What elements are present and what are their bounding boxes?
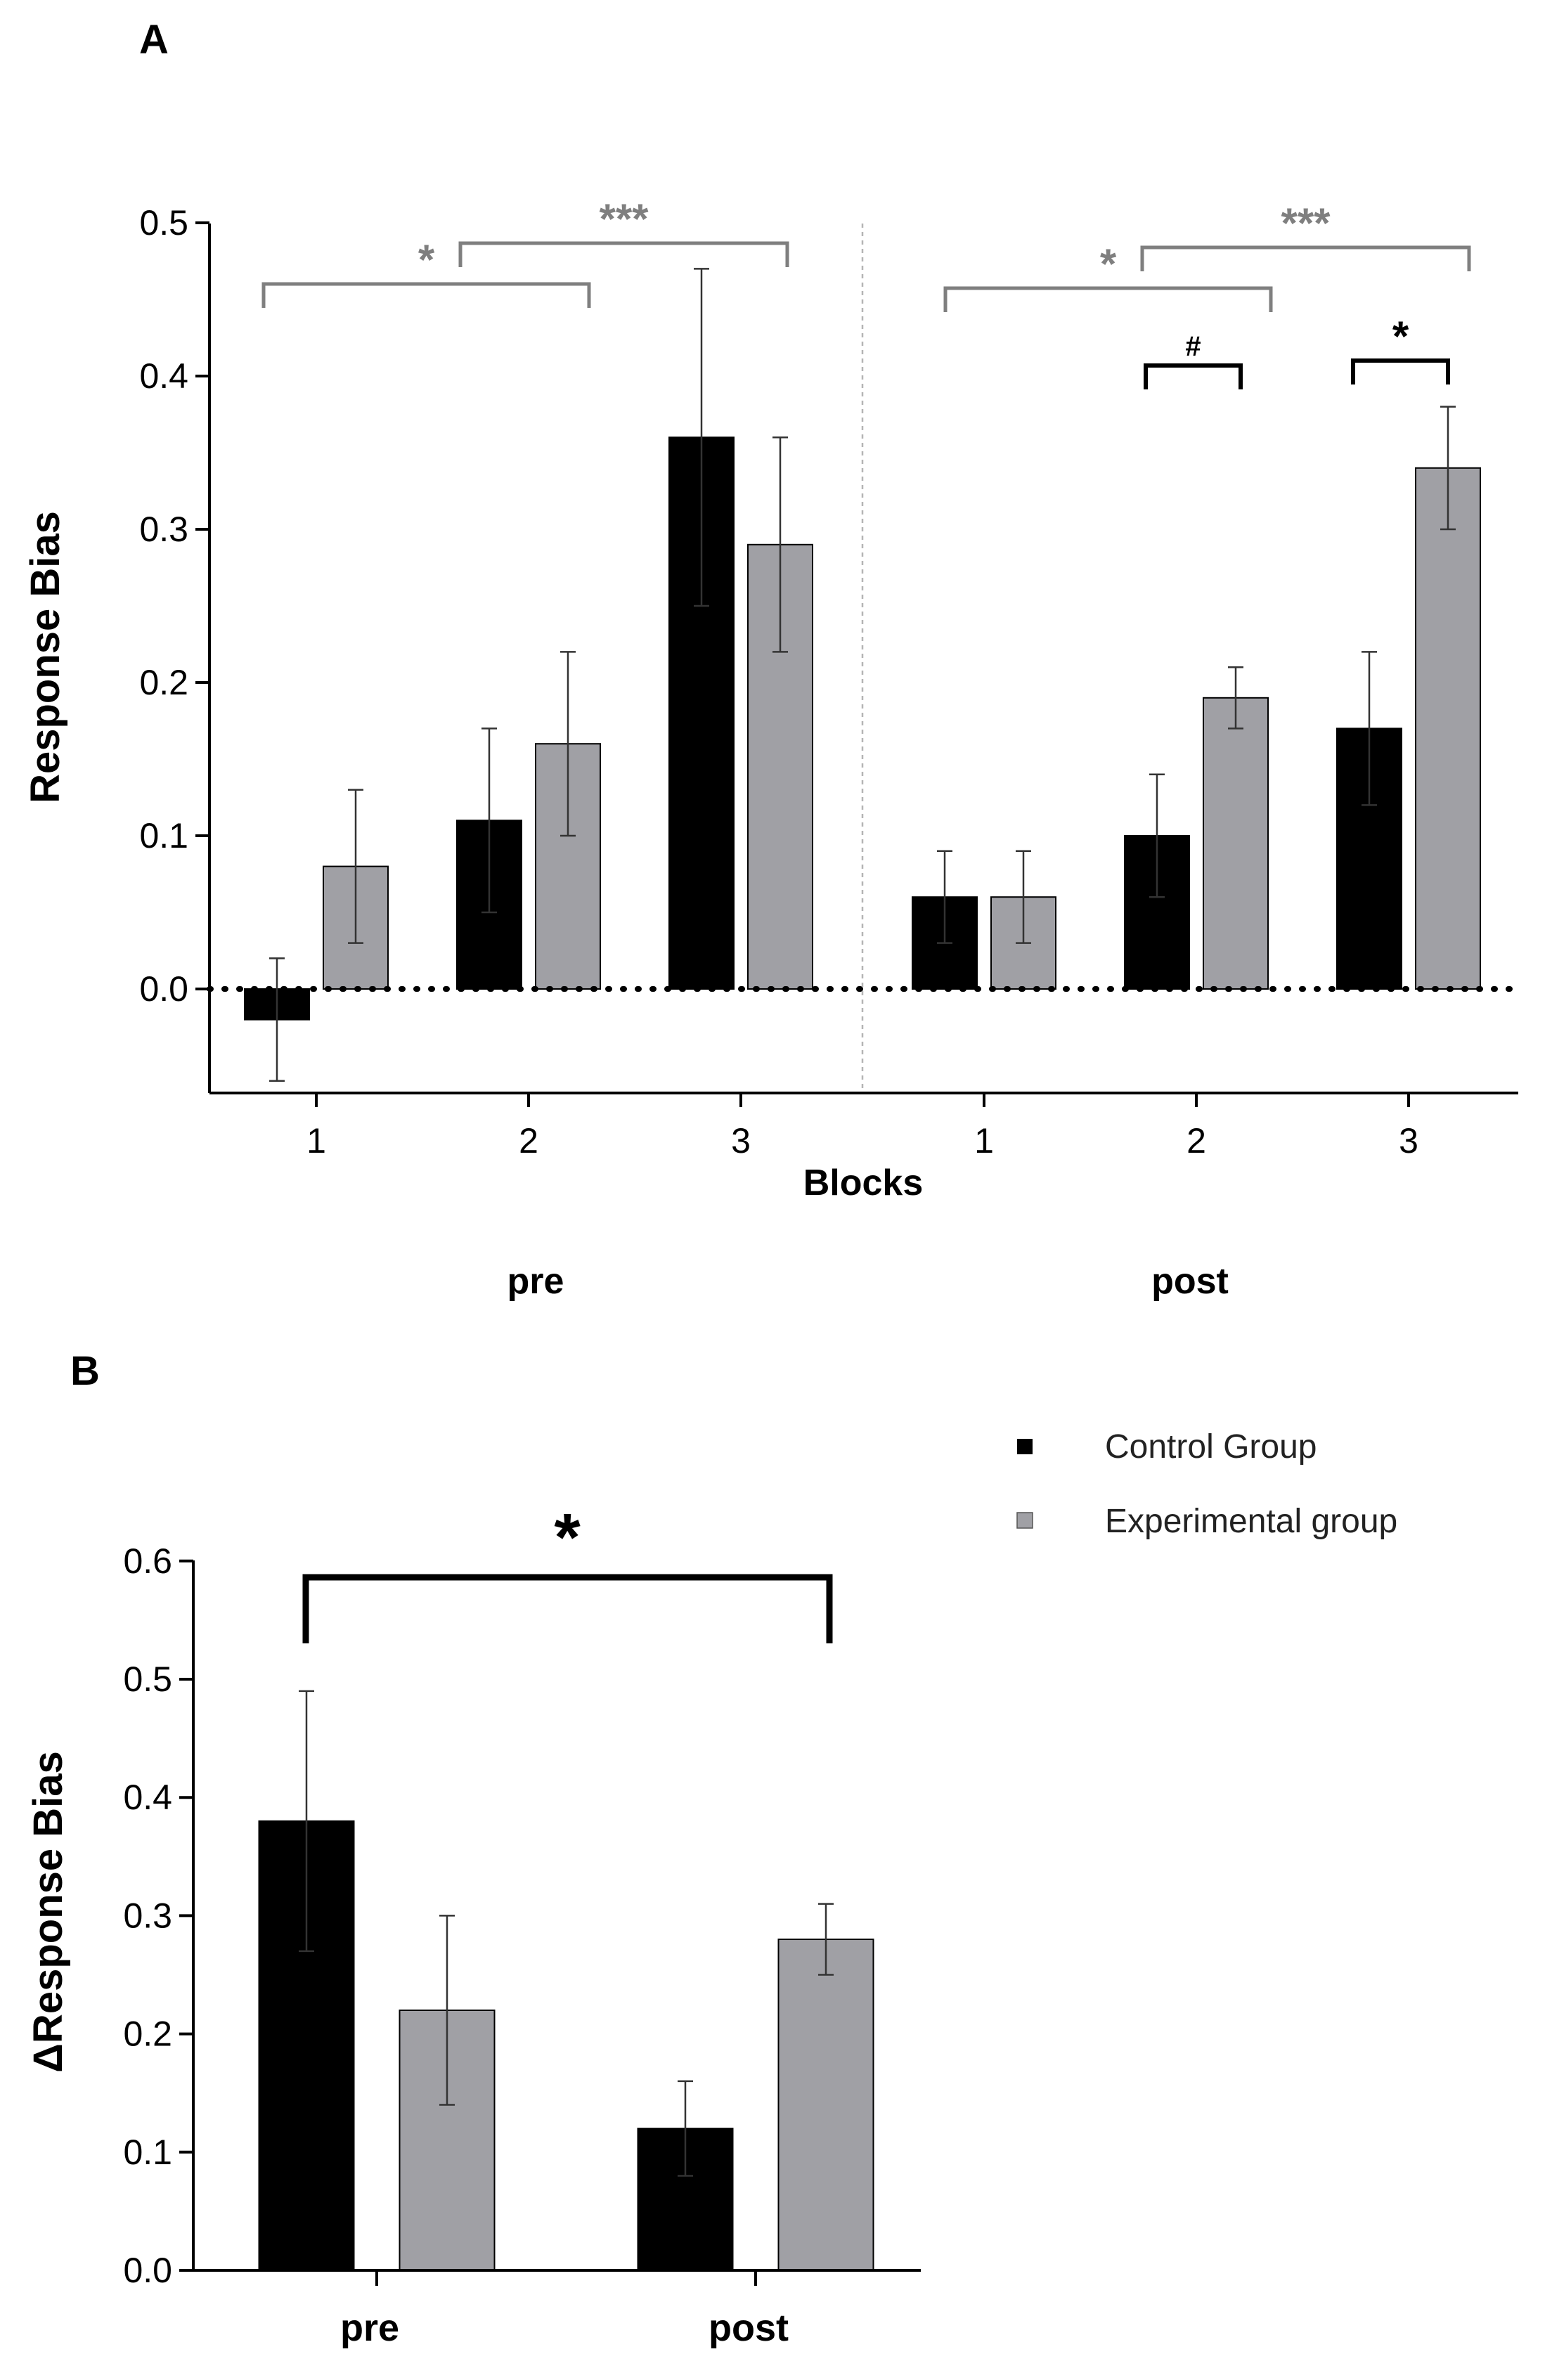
panel-a-y-ticks: 0.0 0.1 0.2 0.3 0.4 0.5 (139, 203, 209, 1009)
bar-experimental-post-3 (1415, 467, 1481, 990)
y-tick-label-0.5: 0.5 (123, 1660, 172, 1699)
annotation-post-2-groups-label: # (1185, 331, 1201, 362)
panel-b-y-label: ΔResponse Bias (25, 1751, 71, 2073)
annotation-post-3-groups-label: * (1392, 313, 1409, 360)
bar-experimental-post-2 (1203, 697, 1269, 990)
legend-label-experimental: Experimental group (1105, 1503, 1397, 1540)
x-tick-label-post-3: 3 (1399, 1121, 1418, 1160)
y-tick-label-0.5: 0.5 (139, 203, 188, 242)
panel-b-bars (258, 1820, 874, 2272)
annotation-pre-post-label: * (554, 1500, 581, 1575)
legend: Control Group Experimental group (1016, 1428, 1397, 1540)
annotation-pre-2-3-label: *** (599, 195, 649, 242)
x-tick-label-pre-1: 1 (306, 1121, 326, 1160)
panel-a-annotations: ********# * (261, 195, 1471, 389)
panel-a-group-label-post: post (1151, 1261, 1229, 1302)
annotation-post-1-2-label: * (1100, 240, 1117, 287)
y-tick-label-0.1: 0.1 (139, 816, 188, 855)
annotation-post-2-groups-bracket (1144, 363, 1243, 389)
y-tick-label-0.2: 0.2 (139, 663, 188, 702)
annotation-pre-1-2-bracket (261, 282, 591, 308)
legend-swatch-control (1017, 1439, 1033, 1454)
y-tick-label-0.2: 0.2 (123, 2014, 172, 2054)
x-tick-label-pre-3: 3 (731, 1121, 751, 1160)
panel-a-y-label: Response Bias (22, 511, 68, 803)
y-tick-label-0.1: 0.1 (123, 2133, 172, 2172)
x-tick-label-pre: pre (340, 2307, 399, 2349)
annotation-post-3-groups-bracket (1351, 358, 1450, 384)
y-tick-label-0.0: 0.0 (139, 969, 188, 1009)
annotation-post-2-3-label: *** (1281, 200, 1331, 247)
bar-experimental-post (777, 1939, 874, 2272)
panel-a-error-bars (269, 268, 1456, 1082)
x-tick-label-pre-2: 2 (519, 1121, 538, 1160)
annotation-pre-1-2-label: * (418, 236, 435, 283)
legend-swatch-experimental (1016, 1512, 1033, 1529)
panel-a-label: A (139, 17, 169, 63)
panel-b-annotations: * (302, 1500, 833, 1643)
panel-b-error-bars (299, 1690, 834, 2177)
panel-b-x-ticks: pre post (340, 2270, 789, 2349)
x-tick-label-post-2: 2 (1186, 1121, 1206, 1160)
panel-a-x-ticks: 1 2 3 1 2 3 (306, 1093, 1418, 1160)
annotation-post-2-3-bracket (1140, 245, 1471, 271)
x-tick-label-post: post (709, 2307, 789, 2349)
y-tick-label-0.6: 0.6 (123, 1541, 172, 1581)
panel-a-x-label: Blocks (803, 1163, 924, 1203)
y-tick-label-0.4: 0.4 (123, 1778, 172, 1817)
panel-b-label: B (70, 1348, 100, 1394)
y-tick-label-0.3: 0.3 (123, 1896, 172, 1935)
panel-b: B 0.0 0.1 0.2 0.3 0.4 0.5 0.6 pre post * ΔRespo… (25, 1348, 921, 2349)
y-tick-label-0.0: 0.0 (123, 2251, 172, 2290)
bar-experimental-pre-3 (747, 543, 813, 990)
annotation-pre-2-3-bracket (458, 241, 789, 267)
panel-b-y-ticks: 0.0 0.1 0.2 0.3 0.4 0.5 0.6 (123, 1541, 193, 2290)
annotation-post-1-2-bracket (943, 286, 1273, 312)
x-tick-label-post-1: 1 (974, 1121, 994, 1160)
y-tick-label-0.4: 0.4 (139, 356, 188, 396)
annotation-pre-post-bracket (302, 1574, 833, 1643)
y-tick-label-0.3: 0.3 (139, 510, 188, 549)
panel-a-group-label-pre: pre (507, 1261, 564, 1302)
legend-label-control: Control Group (1105, 1428, 1317, 1466)
